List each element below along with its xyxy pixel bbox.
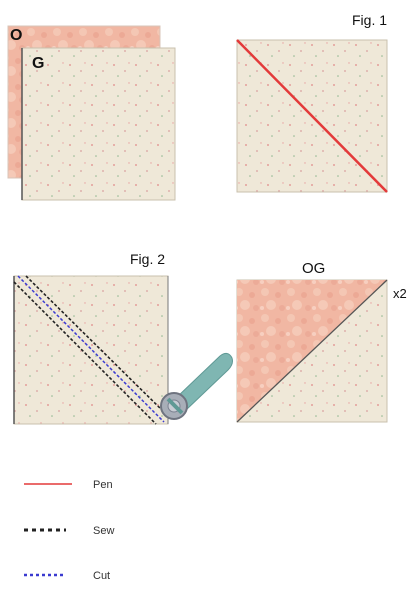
multiplier-label: x2	[393, 286, 407, 301]
cut-line	[17, 275, 165, 423]
cream-fabric-square	[21, 47, 176, 201]
legend-label-pen: Pen	[93, 479, 113, 491]
fig2-caption: Fig. 2	[130, 251, 165, 267]
legend: Pen Sew Cut	[24, 479, 114, 582]
fig1-caption: Fig. 1	[352, 12, 387, 28]
front-square-label: G	[32, 55, 44, 72]
figure-2: Fig. 2 OG x2	[13, 251, 407, 425]
legend-item-pen: Pen	[24, 479, 113, 491]
sew-line-upper	[25, 275, 169, 417]
half-square-triangle-block	[236, 279, 388, 423]
seam-line	[236, 279, 388, 423]
legend-label-cut: Cut	[93, 570, 110, 582]
legend-label-sew: Sew	[93, 525, 114, 537]
sew-line-lower	[13, 281, 157, 425]
pen-diagonal-line	[236, 39, 388, 193]
legend-item-cut: Cut	[24, 570, 110, 582]
back-square-label: O	[10, 27, 22, 44]
sewn-square	[13, 275, 169, 425]
legend-item-sew: Sew	[24, 525, 114, 537]
rotary-cutter-icon	[160, 352, 233, 420]
figure-1: O G Fig. 1	[7, 12, 388, 201]
result-label: OG	[302, 260, 325, 277]
